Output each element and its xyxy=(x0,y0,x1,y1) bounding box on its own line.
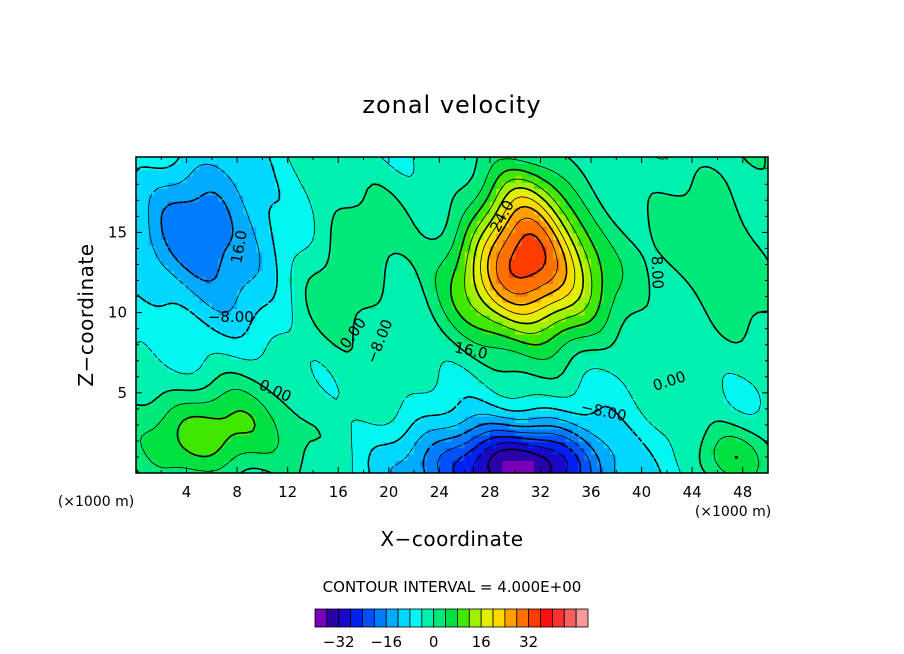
colorbar-swatch xyxy=(551,608,565,628)
x-tick-label: 48 xyxy=(733,483,752,501)
contour-line xyxy=(160,191,602,473)
x-tick-label: 40 xyxy=(632,483,651,501)
y-axis: 5 10 15 xyxy=(108,167,768,458)
colorbar-swatch xyxy=(397,608,411,628)
colorbar-swatch xyxy=(326,608,340,628)
contour-label: 8.00 xyxy=(648,255,667,289)
colorbar-swatch xyxy=(350,608,363,628)
contour-line xyxy=(147,163,616,473)
colorbar-swatch xyxy=(575,608,589,628)
x-unit-right: (×1000 m) xyxy=(695,504,771,520)
colorbar-swatch xyxy=(492,608,506,628)
contour-line xyxy=(472,442,569,473)
colorbar-swatch xyxy=(516,608,530,628)
colorbar-swatch xyxy=(385,608,399,628)
colorbar-swatch xyxy=(528,608,541,628)
colorbar-tick-label: −16 xyxy=(370,633,402,651)
colorbar-swatch xyxy=(433,608,446,628)
colorbar-tick-label: 32 xyxy=(519,633,538,651)
x-tick-label: 4 xyxy=(182,483,192,501)
contour-label: −8.00 xyxy=(208,308,254,326)
x-tick-label: 36 xyxy=(581,483,600,501)
x-tick-label: 8 xyxy=(232,483,242,501)
colorbar-swatch xyxy=(338,608,352,628)
contour-line xyxy=(486,205,568,306)
colorbar xyxy=(314,608,589,628)
x-tick-label: 20 xyxy=(379,483,398,501)
y-axis-label: Z−coordinate xyxy=(74,243,98,386)
x-unit-left: (×1000 m) xyxy=(58,494,134,510)
x-axis-label: X−coordinate xyxy=(380,527,523,551)
colorbar-swatch xyxy=(563,608,577,628)
contour-lines xyxy=(136,157,768,473)
contour-line xyxy=(487,448,553,473)
x-tick-label: 24 xyxy=(430,483,449,501)
contour-line xyxy=(508,233,547,279)
x-tick-label: 12 xyxy=(278,483,297,501)
contour-line xyxy=(136,157,761,473)
colorbar-swatch xyxy=(457,608,470,628)
chart-title: zonal velocity xyxy=(362,91,541,119)
contour-line xyxy=(464,178,593,334)
contour-interval: CONTOUR INTERVAL = 4.000E+00 xyxy=(323,578,582,596)
contour-line xyxy=(495,217,558,295)
y-tick-label: 15 xyxy=(108,223,127,241)
contour-line xyxy=(136,157,662,473)
y-tick-label: 5 xyxy=(117,384,127,402)
contour-line xyxy=(480,196,576,315)
contour-line xyxy=(472,187,584,325)
colorbar-tick-label: 0 xyxy=(429,633,439,651)
colorbar-swatch xyxy=(540,608,553,628)
colorbar-swatch xyxy=(480,608,494,628)
contour-line xyxy=(437,430,592,473)
plot-frame xyxy=(135,156,769,474)
colorbar-tick-label: −32 xyxy=(323,633,355,651)
x-tick-label: 28 xyxy=(480,483,499,501)
colorbar-swatch xyxy=(445,608,458,628)
x-tick-label: 32 xyxy=(531,483,550,501)
colorbar-swatch xyxy=(314,608,328,628)
colorbar-ticks: −32 −16 0 16 32 xyxy=(323,633,538,651)
x-tick-label: 44 xyxy=(683,483,702,501)
colorbar-swatch xyxy=(362,608,375,628)
colorbar-swatch xyxy=(409,608,423,628)
contour-line xyxy=(452,435,582,473)
colorbar-tick-label: 16 xyxy=(472,633,491,651)
contour-line xyxy=(140,158,759,473)
x-tick-label: 16 xyxy=(329,483,348,501)
x-axis: 4 8 12 16 20 24 28 32 36 40 44 48 xyxy=(160,157,752,501)
colorbar-swatch xyxy=(421,608,435,628)
colorbar-swatch xyxy=(468,608,482,628)
colorbar-swatch xyxy=(504,608,518,628)
contour-line xyxy=(176,168,739,460)
y-tick-label: 10 xyxy=(108,304,127,322)
contour-line xyxy=(136,157,768,473)
colorbar-swatch xyxy=(373,608,387,628)
contour-label: 16.0 xyxy=(227,229,251,265)
